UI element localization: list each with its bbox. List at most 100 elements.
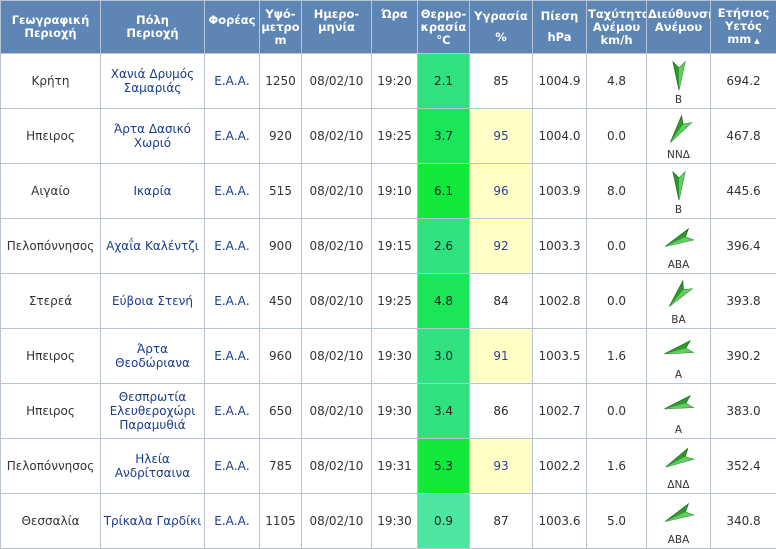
cell-date: 08/02/10 [301, 163, 372, 219]
cell-pressure: 1002.7 [532, 383, 587, 439]
wind-direction-label: Α [674, 369, 683, 381]
col-header-date[interactable]: Ημερο- μηνία [301, 0, 372, 54]
col-header-station-line1: Πόλη [136, 13, 169, 27]
cell-agency-link[interactable]: Ε.Α.Α. [204, 163, 260, 219]
col-header-altitude[interactable]: Υψό- μετρο m [259, 0, 302, 54]
sort-ascending-icon[interactable]: ▲ [754, 36, 760, 45]
cell-wind-direction: Α [646, 328, 711, 384]
cell-date: 08/02/10 [301, 218, 372, 274]
cell-region: Θεσσαλία [0, 493, 101, 549]
table-row: Αιγαίο Ικαρία Ε.Α.Α. 515 08/02/10 19:10 6.1 96 1… [0, 163, 776, 219]
wind-direction-label: ΑΒΑ [667, 534, 690, 546]
cell-temperature: 3.0 [417, 328, 470, 384]
wind-direction-label: Β [674, 94, 683, 106]
col-header-time-label: Ώρα [381, 6, 408, 21]
cell-station-link[interactable]: Τρίκαλα Γαρδίκι [100, 493, 205, 549]
cell-annual-rain: 467.8 [710, 108, 776, 164]
cell-station-link[interactable]: Εύβοια Στενή [100, 273, 205, 329]
cell-agency-link[interactable]: Ε.Α.Α. [204, 108, 260, 164]
cell-altitude: 1105 [259, 493, 302, 549]
cell-annual-rain: 393.8 [710, 273, 776, 329]
cell-wind-speed: 5.0 [586, 493, 647, 549]
cell-date: 08/02/10 [301, 493, 372, 549]
cell-station-link[interactable]: Άρτα Θεοδώριανα [100, 328, 205, 384]
cell-agency-link[interactable]: Ε.Α.Α. [204, 53, 260, 109]
cell-agency-link[interactable]: Ε.Α.Α. [204, 438, 260, 494]
cell-station-link[interactable]: Χανιά Δρυμός Σαμαριάς [100, 53, 205, 109]
cell-altitude: 1250 [259, 53, 302, 109]
cell-agency-link[interactable]: Ε.Α.Α. [204, 328, 260, 384]
cell-station-link[interactable]: Θεσπρωτία Ελευθεροχώρι Παραμυθιά [100, 383, 205, 439]
table-row: Ηπειρος Άρτα Θεοδώριανα Ε.Α.Α. 960 08/02/10 1… [0, 328, 776, 384]
wind-arrow-icon [664, 447, 695, 468]
cell-time: 19:31 [371, 438, 418, 494]
cell-wind-direction: ΒΑ [646, 273, 711, 329]
cell-humidity: 93 [469, 438, 533, 494]
table-row: Θεσσαλία Τρίκαλα Γαρδίκι Ε.Α.Α. 1105 08/02/1… [0, 493, 776, 549]
col-header-pressure-label: Πίεση [540, 9, 579, 23]
wind-arrow-icon [663, 394, 694, 410]
cell-temperature: 0.9 [417, 493, 470, 549]
cell-temperature: 2.1 [417, 53, 470, 109]
cell-humidity: 87 [469, 493, 533, 549]
col-header-temperature-unit: °C [436, 32, 451, 47]
col-header-region-line1: Γεωγραφική [11, 13, 90, 27]
wind-direction-label: ΒΑ [671, 314, 686, 326]
col-header-region-line2: Περιοχή [24, 26, 77, 40]
col-header-wind-speed[interactable]: Ταχύτητα Ανέμου km/h [586, 0, 647, 54]
cell-altitude: 650 [259, 383, 302, 439]
cell-humidity: 91 [469, 328, 533, 384]
col-header-pressure[interactable]: Πίεση hPa [532, 0, 587, 54]
cell-station-link[interactable]: Ικαρία [100, 163, 205, 219]
table-row: Πελοπόννησος Ηλεία Ανδρίτσαινα Ε.Α.Α. 785 08… [0, 438, 776, 494]
col-header-wind-direction-line1: Διεύθυνση [648, 6, 711, 21]
cell-temperature: 2.6 [417, 218, 470, 274]
cell-agency-link[interactable]: Ε.Α.Α. [204, 383, 260, 439]
cell-annual-rain: 390.2 [710, 328, 776, 384]
col-header-wind-direction[interactable]: Διεύθυνση Ανέμου [646, 0, 711, 54]
cell-wind-direction: Β [646, 53, 711, 109]
cell-temperature: 5.3 [417, 438, 470, 494]
cell-time: 19:25 [371, 108, 418, 164]
cell-pressure: 1003.3 [532, 218, 587, 274]
cell-time: 19:20 [371, 53, 418, 109]
cell-region: Ηπειρος [0, 328, 101, 384]
cell-wind-speed: 1.6 [586, 328, 647, 384]
col-header-region[interactable]: Γεωγραφική Περιοχή [0, 0, 101, 54]
cell-annual-rain: 694.2 [710, 53, 776, 109]
cell-time: 19:30 [371, 328, 418, 384]
cell-date: 08/02/10 [301, 273, 372, 329]
col-header-rain[interactable]: Ετήσιος Υετός mm ▲ [710, 0, 776, 54]
col-header-date-line2: μηνία [318, 19, 355, 34]
col-header-temperature[interactable]: Θερμο- κρασία °C [417, 0, 470, 54]
col-header-date-line1: Ημερο- [313, 6, 360, 21]
cell-temperature: 3.7 [417, 108, 470, 164]
cell-agency-link[interactable]: Ε.Α.Α. [204, 493, 260, 549]
cell-humidity: 84 [469, 273, 533, 329]
table-row: Πελοπόννησος Αχαΐα Καλέντζι Ε.Α.Α. 900 08/02… [0, 218, 776, 274]
cell-station-link[interactable]: Άρτα Δασικό Χωριό [100, 108, 205, 164]
table-row: Ηπειρος Θεσπρωτία Ελευθεροχώρι Παραμυθιά Ε… [0, 383, 776, 439]
col-header-station-line2: Περιοχή [126, 26, 179, 40]
table-row: Ηπειρος Άρτα Δασικό Χωριό Ε.Α.Α. 920 08/02/1… [0, 108, 776, 164]
cell-date: 08/02/10 [301, 328, 372, 384]
cell-date: 08/02/10 [301, 383, 372, 439]
cell-altitude: 450 [259, 273, 302, 329]
cell-station-link[interactable]: Αχαΐα Καλέντζι [100, 218, 205, 274]
cell-region: Ηπειρος [0, 108, 101, 164]
col-header-time[interactable]: Ώρα [371, 0, 418, 54]
cell-agency-link[interactable]: Ε.Α.Α. [204, 273, 260, 329]
cell-agency-link[interactable]: Ε.Α.Α. [204, 218, 260, 274]
col-header-agency[interactable]: Φορέας [204, 0, 260, 54]
cell-region: Αιγαίο [0, 163, 101, 219]
cell-station-link[interactable]: Ηλεία Ανδρίτσαινα [100, 438, 205, 494]
wind-direction-label: Α [674, 424, 683, 436]
col-header-temperature-line2: κρασία [420, 19, 467, 34]
col-header-station[interactable]: Πόλη Περιοχή [100, 0, 205, 54]
wind-direction-label: ΔΝΔ [667, 479, 690, 491]
col-header-humidity[interactable]: Υγρασία % [469, 0, 533, 54]
col-header-altitude-unit: m [274, 32, 287, 47]
cell-wind-direction: Α [646, 383, 711, 439]
cell-region: Κρήτη [0, 53, 101, 109]
